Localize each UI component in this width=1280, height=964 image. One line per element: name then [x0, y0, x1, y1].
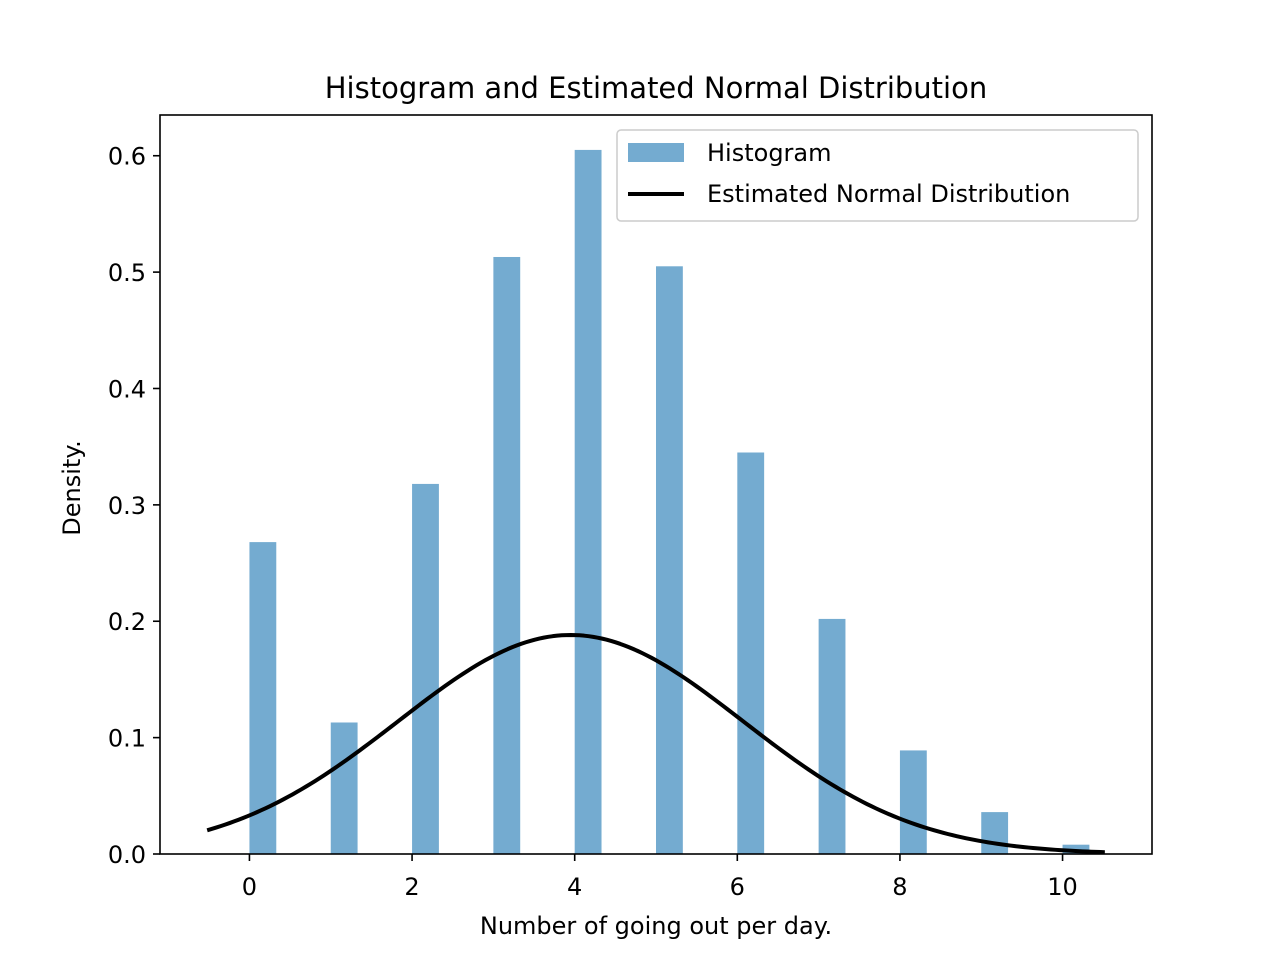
histogram-bar	[493, 256, 521, 855]
y-axis: 0.0 0.1 0.2 0.3 0.4 0.5 0.6	[108, 143, 160, 869]
legend: Histogram Estimated Normal Distribution	[616, 129, 1139, 222]
x-axis-label: Number of going out per day.	[480, 912, 832, 940]
histogram-bar	[412, 483, 439, 854]
y-axis-label: Density.	[58, 440, 86, 535]
histogram-bar	[899, 750, 927, 854]
curve-layer	[206, 633, 1105, 855]
plot-frame	[159, 114, 1153, 855]
histogram-bar	[981, 812, 1009, 854]
x-tick-label: 2	[404, 873, 419, 901]
x-tick-label: 10	[1047, 873, 1078, 901]
histogram-bar	[574, 149, 602, 854]
x-tick-label: 8	[892, 873, 907, 901]
bars-layer	[249, 149, 1090, 855]
y-tick-label: 0.0	[108, 841, 146, 869]
x-tick-label: 4	[567, 873, 582, 901]
x-tick-label: 0	[242, 873, 257, 901]
histogram-bar	[249, 542, 277, 854]
chart-title: Histogram and Estimated Normal Distribut…	[325, 71, 987, 105]
y-tick-label: 0.5	[108, 259, 146, 287]
legend-label-normal: Estimated Normal Distribution	[707, 180, 1070, 208]
x-axis: 0 2 4 6 8 10	[242, 854, 1078, 901]
histogram-bar	[330, 722, 358, 854]
histogram-bar	[737, 452, 765, 854]
y-tick-label: 0.6	[108, 143, 146, 171]
legend-swatch-histogram	[628, 143, 684, 162]
y-tick-label: 0.3	[108, 492, 146, 520]
x-tick-label: 6	[730, 873, 745, 901]
y-tick-label: 0.1	[108, 725, 146, 753]
y-tick-label: 0.4	[108, 375, 146, 403]
normal-distribution-line	[206, 633, 1105, 855]
histogram-bar	[656, 266, 683, 854]
legend-frame	[616, 129, 1139, 222]
y-tick-label: 0.2	[108, 608, 146, 636]
histogram-bar	[818, 618, 846, 854]
legend-label-histogram: Histogram	[707, 139, 832, 167]
